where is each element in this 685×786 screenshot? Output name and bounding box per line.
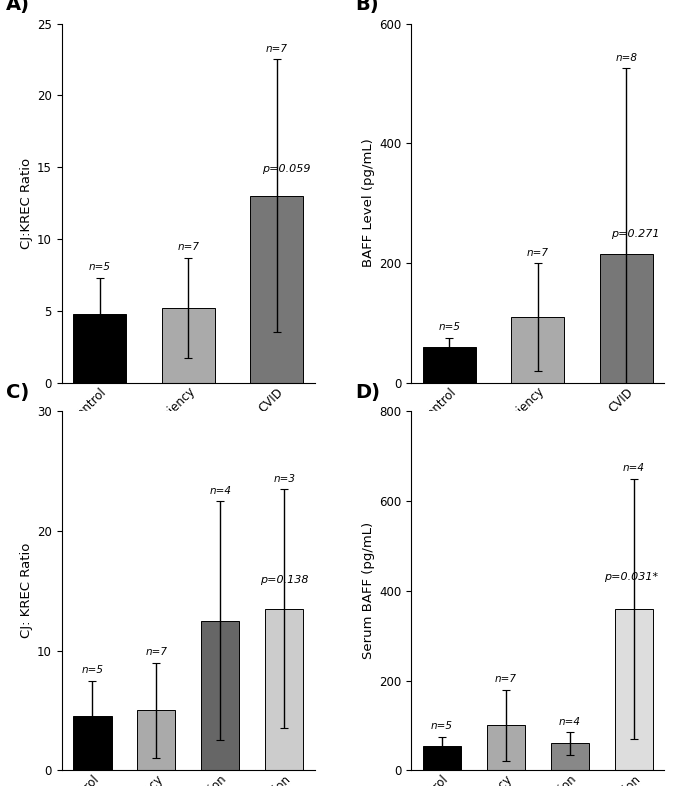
Bar [600, 254, 653, 383]
Text: n=5: n=5 [431, 722, 453, 731]
Bar [265, 608, 303, 770]
Text: n=4: n=4 [559, 717, 581, 727]
Text: p=0.138: p=0.138 [260, 575, 308, 585]
Text: n=7: n=7 [145, 647, 167, 657]
Bar [201, 621, 240, 770]
Text: n=7: n=7 [177, 242, 199, 252]
Bar [73, 716, 112, 770]
Bar [250, 196, 303, 383]
Text: n=4: n=4 [623, 463, 645, 473]
Text: D): D) [356, 383, 380, 402]
Text: n=4: n=4 [210, 486, 232, 496]
Y-axis label: BAFF Level (pg/mL): BAFF Level (pg/mL) [362, 138, 375, 267]
Text: n=7: n=7 [527, 248, 549, 258]
Text: n=5: n=5 [82, 665, 103, 675]
Y-axis label: Serum BAFF (pg/mL): Serum BAFF (pg/mL) [362, 522, 375, 659]
Text: A): A) [6, 0, 30, 14]
Text: p=0.059: p=0.059 [262, 164, 310, 174]
Text: p=0.031*: p=0.031* [604, 571, 658, 582]
Text: B): B) [356, 0, 379, 14]
Bar [551, 744, 589, 770]
Bar [73, 314, 126, 383]
Text: n=5: n=5 [89, 263, 111, 273]
Text: n=3: n=3 [273, 474, 295, 483]
Bar [162, 308, 215, 383]
Text: n=7: n=7 [266, 44, 288, 54]
Bar [423, 347, 476, 383]
Text: n=8: n=8 [615, 53, 637, 63]
Text: n=7: n=7 [495, 674, 516, 684]
Y-axis label: CJ:KREC Ratio: CJ:KREC Ratio [20, 157, 33, 248]
Text: C): C) [6, 383, 29, 402]
Bar [511, 317, 564, 383]
Text: n=5: n=5 [438, 322, 460, 332]
Y-axis label: CJ: KREC Ratio: CJ: KREC Ratio [20, 543, 33, 638]
Bar [614, 608, 653, 770]
Bar [486, 725, 525, 770]
Bar [423, 746, 461, 770]
Text: p=0.271: p=0.271 [612, 229, 660, 239]
Bar [137, 711, 175, 770]
